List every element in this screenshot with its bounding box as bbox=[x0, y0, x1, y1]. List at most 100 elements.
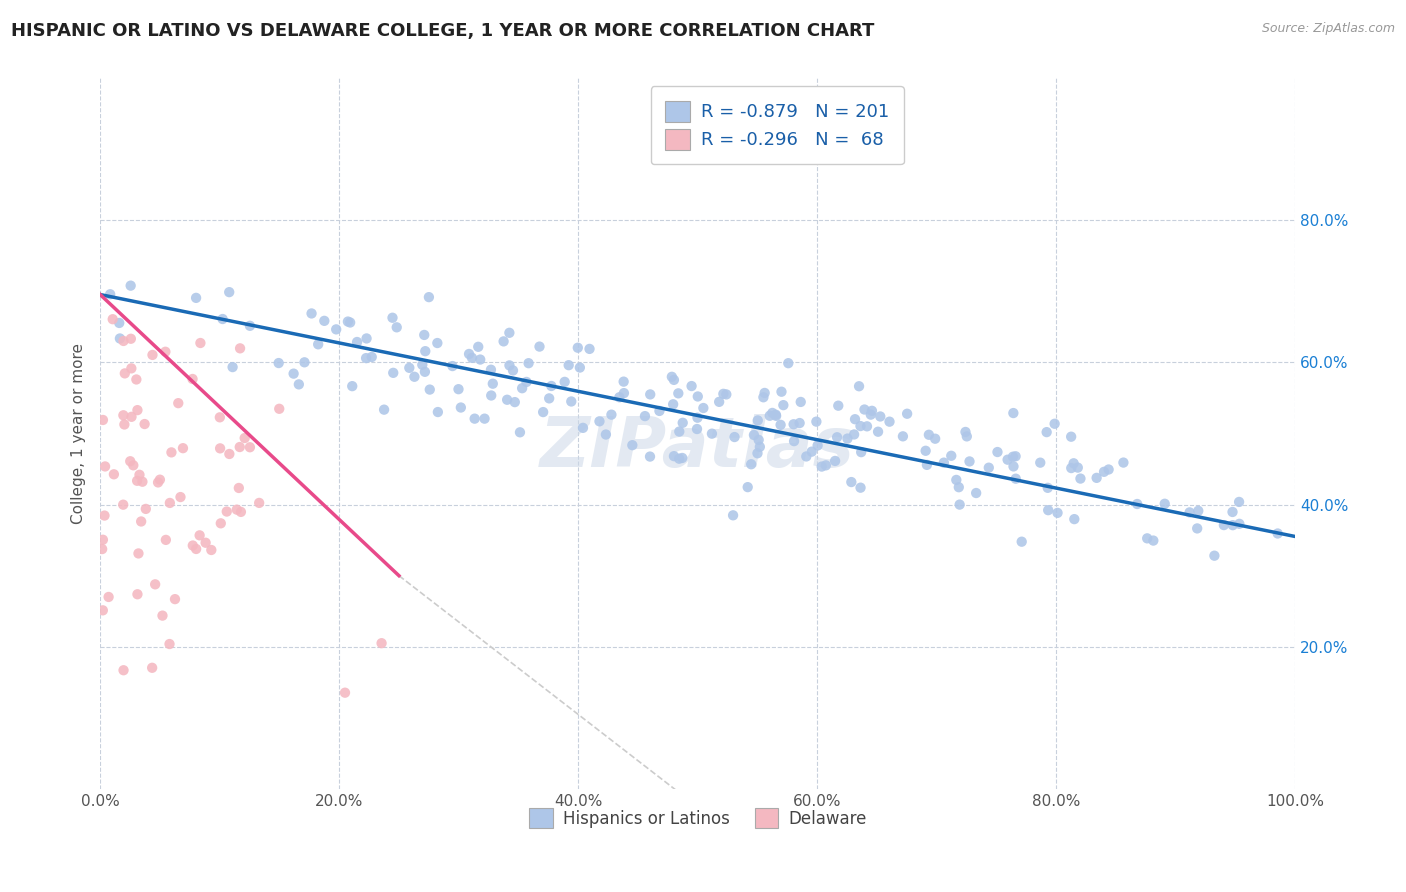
Point bbox=[91, 413, 114, 427]
Point bbox=[152, 608, 174, 623]
Point bbox=[914, 443, 936, 458]
Point bbox=[789, 416, 811, 430]
Point bbox=[229, 342, 252, 356]
Point bbox=[748, 433, 770, 447]
Point bbox=[531, 405, 554, 419]
Point bbox=[1001, 450, 1024, 464]
Point bbox=[1187, 504, 1209, 518]
Point bbox=[879, 415, 901, 429]
Point bbox=[114, 367, 136, 381]
Point bbox=[447, 382, 470, 396]
Point bbox=[634, 409, 657, 423]
Point bbox=[127, 474, 149, 488]
Point bbox=[218, 447, 240, 461]
Point bbox=[837, 432, 859, 446]
Point bbox=[849, 481, 872, 495]
Point bbox=[568, 360, 591, 375]
Point bbox=[827, 399, 849, 413]
Point bbox=[747, 446, 769, 460]
Point bbox=[91, 542, 114, 557]
Point bbox=[247, 496, 270, 510]
Point bbox=[1227, 516, 1250, 531]
Point bbox=[918, 427, 941, 442]
Point bbox=[239, 318, 262, 333]
Point bbox=[208, 410, 231, 425]
Point bbox=[149, 473, 172, 487]
Point bbox=[228, 481, 250, 495]
Point bbox=[1097, 462, 1119, 476]
Point bbox=[120, 361, 142, 376]
Point bbox=[948, 480, 970, 494]
Point bbox=[112, 334, 135, 348]
Point bbox=[841, 475, 863, 489]
Point bbox=[112, 663, 135, 677]
Point bbox=[965, 486, 987, 500]
Point bbox=[945, 473, 967, 487]
Point bbox=[529, 340, 551, 354]
Point bbox=[761, 406, 783, 420]
Point bbox=[1222, 518, 1244, 533]
Point bbox=[666, 386, 689, 401]
Point bbox=[181, 539, 204, 553]
Point bbox=[172, 441, 194, 455]
Point bbox=[1060, 430, 1083, 444]
Point bbox=[155, 344, 177, 359]
Point bbox=[772, 398, 794, 412]
Point bbox=[94, 459, 117, 474]
Point bbox=[848, 379, 870, 393]
Point bbox=[638, 450, 661, 464]
Point bbox=[108, 331, 131, 345]
Point bbox=[700, 426, 723, 441]
Point bbox=[686, 422, 709, 436]
Point bbox=[101, 312, 124, 326]
Point bbox=[509, 425, 531, 440]
Point bbox=[752, 390, 775, 404]
Point bbox=[215, 504, 238, 518]
Point bbox=[572, 421, 595, 435]
Point bbox=[159, 496, 181, 510]
Point bbox=[1067, 460, 1090, 475]
Point bbox=[924, 432, 946, 446]
Point bbox=[672, 416, 695, 430]
Point bbox=[211, 312, 233, 326]
Point bbox=[426, 336, 449, 351]
Point bbox=[1204, 549, 1226, 563]
Point bbox=[1267, 526, 1289, 541]
Point bbox=[167, 396, 190, 410]
Point bbox=[662, 397, 685, 411]
Point bbox=[381, 310, 404, 325]
Point bbox=[1060, 461, 1083, 475]
Point bbox=[959, 454, 981, 468]
Point bbox=[498, 326, 520, 340]
Point bbox=[502, 363, 524, 377]
Point bbox=[851, 445, 873, 459]
Point bbox=[470, 352, 492, 367]
Point bbox=[662, 373, 685, 387]
Point bbox=[413, 344, 436, 359]
Point bbox=[790, 395, 813, 409]
Point bbox=[758, 409, 780, 423]
Point bbox=[721, 508, 744, 523]
Point bbox=[419, 383, 441, 397]
Point bbox=[794, 450, 817, 464]
Point bbox=[441, 359, 464, 373]
Point bbox=[141, 348, 163, 362]
Point bbox=[496, 392, 519, 407]
Point bbox=[638, 387, 661, 401]
Point bbox=[1036, 481, 1059, 495]
Point bbox=[686, 389, 709, 403]
Point bbox=[411, 358, 433, 372]
Point bbox=[681, 379, 703, 393]
Point bbox=[538, 392, 561, 406]
Point bbox=[891, 429, 914, 443]
Point bbox=[91, 533, 114, 547]
Point bbox=[1222, 505, 1244, 519]
Point bbox=[747, 413, 769, 427]
Point bbox=[1004, 472, 1026, 486]
Point bbox=[413, 365, 436, 379]
Point bbox=[127, 587, 149, 601]
Point bbox=[127, 546, 149, 560]
Point bbox=[1126, 497, 1149, 511]
Point bbox=[418, 290, 440, 304]
Point bbox=[134, 417, 156, 431]
